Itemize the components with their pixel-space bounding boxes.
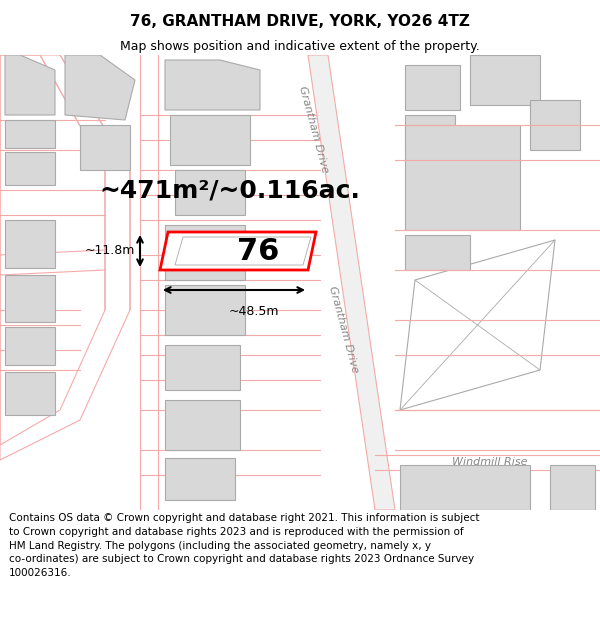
Polygon shape [165, 285, 245, 335]
Text: ~471m²/~0.116ac.: ~471m²/~0.116ac. [100, 178, 361, 202]
Polygon shape [470, 55, 540, 105]
Text: Grantham Drive: Grantham Drive [326, 286, 359, 374]
Polygon shape [405, 125, 520, 230]
Polygon shape [170, 115, 250, 165]
Text: Windmill Rise: Windmill Rise [452, 457, 528, 467]
Polygon shape [550, 465, 595, 510]
Polygon shape [308, 55, 395, 510]
Text: 76: 76 [237, 236, 279, 266]
Polygon shape [400, 465, 530, 510]
Polygon shape [165, 60, 260, 110]
Text: 76, GRANTHAM DRIVE, YORK, YO26 4TZ: 76, GRANTHAM DRIVE, YORK, YO26 4TZ [130, 14, 470, 29]
Text: Map shows position and indicative extent of the property.: Map shows position and indicative extent… [120, 39, 480, 52]
Text: Grantham Drive: Grantham Drive [296, 86, 329, 174]
Polygon shape [5, 327, 55, 365]
Polygon shape [80, 125, 130, 170]
Polygon shape [530, 100, 580, 150]
Polygon shape [5, 55, 55, 115]
Polygon shape [175, 170, 245, 215]
Polygon shape [165, 400, 240, 450]
Polygon shape [5, 275, 55, 322]
Polygon shape [5, 120, 55, 148]
Polygon shape [405, 235, 470, 270]
Polygon shape [165, 225, 245, 280]
Text: ~48.5m: ~48.5m [229, 305, 279, 318]
Polygon shape [165, 345, 240, 390]
Polygon shape [175, 237, 311, 265]
Text: Contains OS data © Crown copyright and database right 2021. This information is : Contains OS data © Crown copyright and d… [9, 514, 479, 578]
Polygon shape [160, 232, 316, 270]
Polygon shape [405, 115, 455, 150]
Polygon shape [5, 372, 55, 415]
Polygon shape [5, 220, 55, 268]
Polygon shape [405, 65, 460, 110]
Text: ~11.8m: ~11.8m [85, 244, 135, 258]
Polygon shape [5, 152, 55, 185]
Polygon shape [65, 55, 135, 120]
Polygon shape [165, 458, 235, 500]
